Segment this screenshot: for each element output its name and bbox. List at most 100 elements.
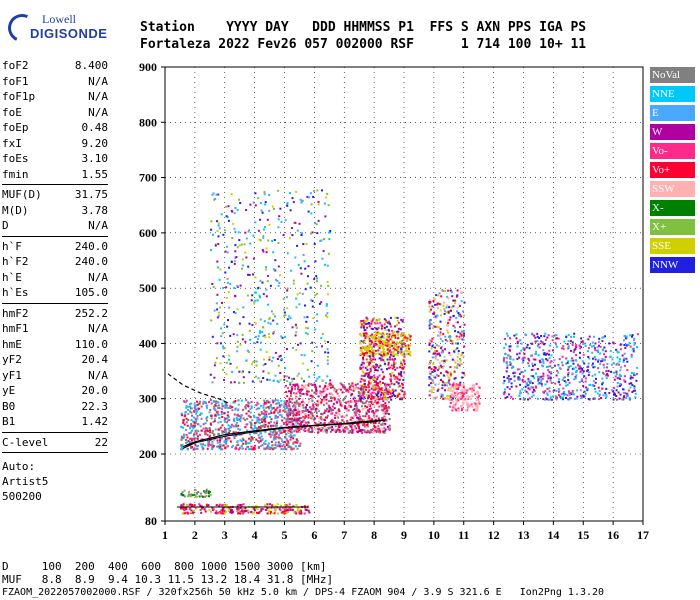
echo-point [401,390,404,393]
echo-point [335,421,338,424]
echo-point [221,408,223,410]
echo-point [245,412,248,415]
echo-point [268,412,271,415]
echo-point [278,429,281,432]
echo-point [348,382,351,385]
echo-point [366,419,369,422]
echo-point [374,384,377,387]
echo-point [522,359,525,362]
echo-point [386,353,388,356]
echo-point [532,386,535,389]
echo-point [241,258,244,261]
echo-point [276,407,279,410]
echo-point [354,414,357,417]
echo-point [408,333,410,336]
echo-point [389,353,392,356]
echo-point [388,320,391,323]
echo-point [602,363,605,366]
echo-point [401,386,404,389]
echo-point [569,340,572,343]
echo-point [242,316,245,319]
echo-point [229,405,232,408]
echo-point [380,359,383,362]
echo-point [515,337,518,340]
echo-point [466,389,469,392]
echo-point [277,441,280,444]
echo-point [605,377,608,380]
echo-point [268,510,271,513]
echo-point [616,381,619,384]
echo-point [306,316,309,319]
echo-point [377,390,380,393]
echo-point [180,448,183,451]
echo-point [325,427,328,430]
echo-point [363,326,365,329]
echo-point [616,356,619,359]
echo-point [583,362,586,365]
echo-point [236,308,239,311]
echo-point [295,297,298,300]
echo-point [237,414,240,417]
echo-point [217,432,220,435]
echo-point [582,394,585,397]
echo-point [400,345,403,348]
echo-point [379,340,382,343]
echo-point [366,318,369,320]
echo-point [343,421,345,424]
echo-point [460,334,463,337]
echo-point [443,312,446,315]
echo-point [366,361,369,363]
echo-point [575,389,578,392]
echo-point [378,374,381,377]
param-row: hmF2 252.2 [2,306,108,322]
echo-point [451,340,454,342]
echo-point [277,189,280,192]
echo-point [290,390,292,393]
echo-point [378,319,381,322]
echo-point [400,362,403,364]
echo-point [330,420,333,423]
echo-point [285,504,288,506]
echo-point [335,411,338,414]
echo-point [605,370,608,373]
echo-point [288,405,291,408]
echo-point [377,344,380,347]
echo-point [295,422,298,425]
echo-point [260,435,263,438]
echo-point [371,403,374,406]
echo-point [292,201,295,204]
echo-point [371,353,374,356]
echo-point [538,359,541,362]
echo-point [335,414,338,417]
echo-point [376,385,379,387]
echo-point [318,417,321,420]
echo-point [558,358,561,361]
echo-point [277,402,280,404]
echo-point [399,363,402,366]
echo-point [388,393,391,396]
echo-point [300,423,303,426]
echo-point [237,231,240,234]
echo-point [388,345,391,348]
echo-point [399,340,402,343]
echo-point [217,314,220,317]
echo-point [364,337,367,340]
echo-point [310,212,313,215]
param-name: foF1p [2,90,36,103]
echo-point [555,398,558,401]
echo-point [397,337,399,340]
echo-point [452,314,455,317]
echo-point [527,392,530,395]
echo-point [246,294,249,297]
echo-point [322,390,325,393]
echo-point [371,386,374,389]
echo-point [629,374,632,377]
echo-point [440,395,443,398]
echo-point [376,378,379,381]
echo-point [211,335,214,338]
echo-point [262,370,265,373]
echo-point [361,424,364,427]
echo-point [302,404,305,407]
echo-point [631,376,634,379]
echo-point [185,429,188,431]
